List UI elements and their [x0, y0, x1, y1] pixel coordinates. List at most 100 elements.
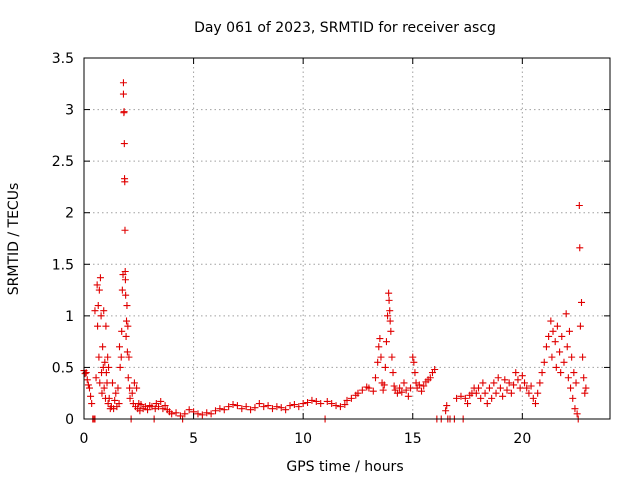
x-tick-label: 10 [294, 431, 312, 447]
y-tick-label: 0 [65, 412, 74, 428]
data-point [96, 379, 104, 387]
data-point [273, 403, 281, 411]
y-tick-label: 1 [65, 309, 74, 325]
data-point [386, 307, 394, 315]
data-point [84, 381, 92, 389]
x-tick-label: 0 [80, 431, 89, 447]
data-point [420, 382, 428, 390]
data-point [475, 384, 482, 392]
data-point [161, 402, 169, 410]
data-point [94, 302, 102, 310]
data-point [418, 387, 426, 395]
data-point [461, 394, 469, 402]
data-point [122, 291, 130, 299]
data-point [108, 379, 116, 387]
data-point [94, 322, 102, 330]
data-point [133, 384, 141, 392]
data-point [185, 406, 193, 414]
data-point [102, 369, 110, 377]
data-point [155, 403, 163, 411]
data-point [124, 322, 132, 330]
data-point [233, 402, 241, 410]
data-point [516, 384, 524, 392]
data-point [332, 402, 340, 410]
data-point [374, 358, 382, 366]
data-point [398, 388, 406, 396]
data-point [479, 379, 487, 387]
data-point [521, 379, 529, 387]
data-point [119, 90, 127, 98]
data-point [323, 397, 331, 405]
data-point [102, 322, 110, 330]
data-point [91, 307, 99, 315]
data-point [168, 410, 176, 418]
data-point [387, 327, 395, 335]
data-point [100, 307, 108, 315]
data-point [358, 386, 366, 394]
data-point [198, 411, 206, 419]
data-point [503, 386, 511, 394]
x-axis-label: GPS time / hours [286, 459, 403, 475]
data-point [229, 401, 237, 409]
data-point [572, 379, 580, 387]
data-point [536, 379, 544, 387]
data-point [562, 310, 570, 318]
data-point [575, 201, 583, 209]
data-point [558, 332, 566, 340]
data-point [255, 400, 263, 408]
data-point [567, 384, 575, 392]
data-point [251, 404, 259, 412]
data-point [96, 274, 104, 282]
data-point [505, 379, 513, 387]
data-point [130, 379, 138, 387]
x-tick-label: 15 [404, 431, 422, 447]
data-point [488, 394, 496, 402]
data-point [124, 374, 132, 382]
data-point [207, 410, 215, 418]
data-point [563, 343, 571, 351]
data-point [388, 353, 396, 361]
data-point [99, 343, 107, 351]
data-point [371, 374, 379, 382]
data-point [216, 405, 224, 413]
data-point [569, 394, 577, 402]
data-point [104, 353, 112, 361]
data-point [580, 374, 588, 382]
data-point [101, 358, 109, 366]
data-point [137, 401, 145, 409]
data-point [400, 379, 408, 387]
data-point [118, 327, 126, 335]
data-point [105, 363, 113, 371]
data-point [328, 400, 336, 408]
data-point [238, 405, 246, 413]
data-point [415, 381, 423, 389]
data-point [122, 332, 130, 340]
data-point [369, 387, 377, 395]
data-point [390, 382, 398, 390]
y-tick-label: 2.5 [52, 154, 74, 170]
data-point [317, 400, 325, 408]
chart-title: Day 061 of 2023, SRMTID for receiver asc… [194, 20, 496, 36]
data-point [568, 353, 576, 361]
data-point [389, 369, 397, 377]
data-point [87, 392, 95, 400]
data-point [380, 381, 388, 389]
data-point [477, 394, 485, 402]
data-point [525, 389, 533, 397]
data-point [494, 374, 502, 382]
y-tick-label: 1.5 [52, 257, 74, 273]
data-point [514, 376, 522, 384]
data-point [534, 389, 542, 397]
data-point [411, 369, 419, 377]
data-point [510, 381, 518, 389]
data-point [571, 405, 579, 413]
data-point [396, 384, 404, 392]
data-point [552, 363, 560, 371]
data-point [81, 370, 89, 378]
plot-frame [83, 57, 611, 420]
data-point [426, 374, 434, 382]
data-point [375, 343, 383, 351]
data-point [551, 338, 559, 346]
data-point [404, 392, 412, 400]
data-point [529, 394, 537, 402]
